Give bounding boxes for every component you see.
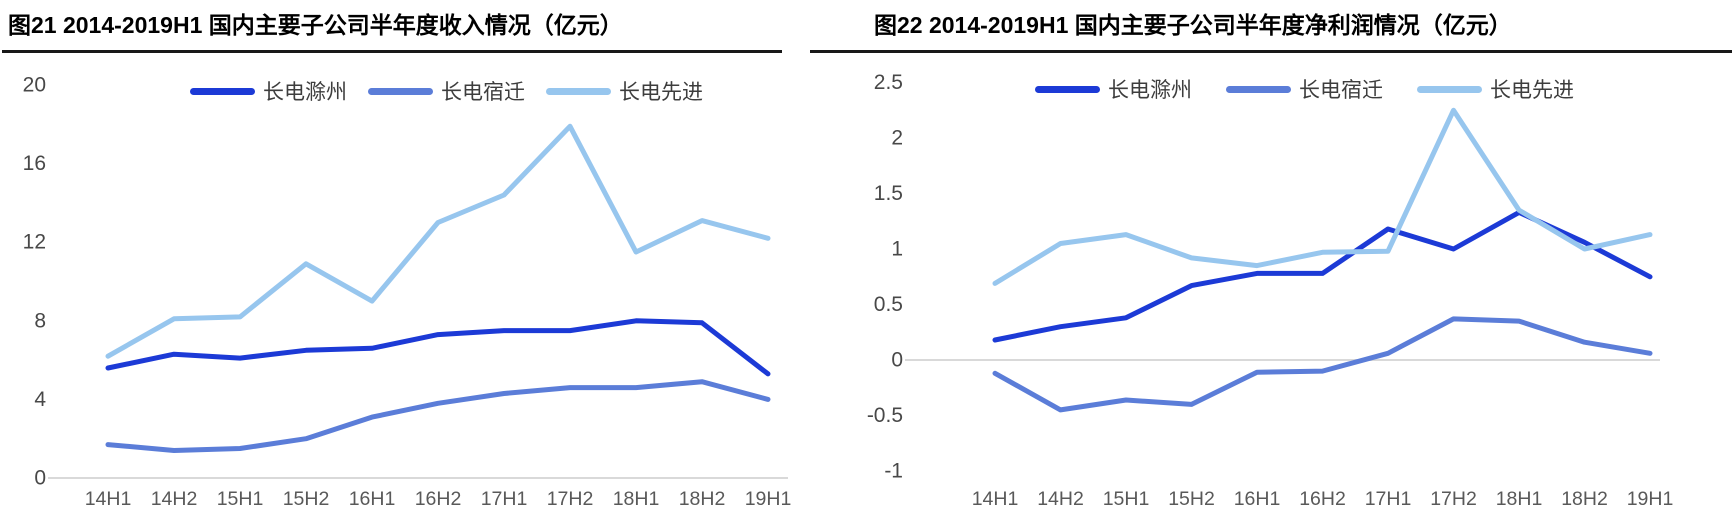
x-axis-tick-label: 18H1	[1496, 488, 1543, 510]
legend-label: 长电滁州	[1108, 79, 1192, 102]
y-axis-tick-label: 1	[891, 238, 903, 261]
y-axis-tick-label: 16	[23, 152, 46, 175]
legend-label: 长电先进	[1490, 79, 1574, 102]
legend-item: 长电宿迁	[368, 76, 525, 106]
legend-item: 长电滁州	[190, 76, 347, 106]
y-axis-tick-label: 0	[891, 349, 903, 372]
x-axis-tick-label: 17H1	[1365, 488, 1412, 510]
legend-label: 长电先进	[619, 81, 703, 104]
legend-label: 长电滁州	[263, 81, 347, 104]
x-axis-tick-label: 16H2	[415, 488, 462, 510]
x-axis-tick-label: 16H1	[1234, 488, 1281, 510]
x-axis-tick-label: 15H1	[217, 488, 264, 510]
x-axis-tick-label: 15H1	[1103, 488, 1150, 510]
legend-item: 长电滁州	[1035, 74, 1192, 104]
legend-line-swatch	[1417, 85, 1482, 93]
legend: 长电滁州 长电宿迁 长电先进	[1035, 74, 1574, 104]
x-axis-tick-label: 14H1	[85, 488, 132, 510]
legend-item: 长电先进	[1417, 74, 1574, 104]
x-axis-tick-label: 15H2	[1168, 488, 1215, 510]
y-axis-tick-label: 0	[34, 467, 46, 490]
y-axis-tick-label: 4	[34, 388, 46, 411]
revenue-line-chart: 0 4 8 12 16 20 14H1 14H2 15H1 15H2 16H1 16H2 17H1 17H…	[23, 74, 792, 511]
chart-title-net-profit: 图22 2014-2019H1 国内主要子公司半年度净利润情况（亿元）	[874, 12, 1512, 38]
chart-title-revenue: 图21 2014-2019H1 国内主要子公司半年度收入情况（亿元）	[8, 12, 623, 38]
legend: 长电滁州 长电宿迁 长电先进	[190, 76, 703, 106]
series-line-2	[105, 379, 771, 453]
legend-line-swatch	[368, 87, 433, 95]
x-axis-tick-label: 18H2	[679, 488, 726, 510]
series-line-3	[992, 107, 1653, 286]
x-axis-tick-label: 17H2	[1430, 488, 1477, 510]
x-axis-tick-label: 17H2	[547, 488, 594, 510]
y-axis-tick-label: 1.5	[874, 182, 903, 205]
y-axis-tick-label: -0.5	[867, 404, 903, 427]
x-axis-tick-label: 15H2	[283, 488, 330, 510]
y-axis-tick-label: 2	[891, 127, 903, 150]
x-axis-tick-label: 14H2	[1037, 488, 1084, 510]
y-axis-tick-label: 2.5	[874, 71, 903, 94]
legend-label: 长电宿迁	[1299, 79, 1383, 102]
title-rule	[2, 50, 782, 53]
legend-line-swatch	[1226, 85, 1291, 93]
y-axis-tick-label: 0.5	[874, 293, 903, 316]
x-axis-tick-label: 16H1	[349, 488, 396, 510]
x-axis-tick-label: 14H2	[151, 488, 198, 510]
legend-item: 长电宿迁	[1226, 74, 1383, 104]
legend-label: 长电宿迁	[441, 81, 525, 104]
x-axis-tick-label: 17H1	[481, 488, 528, 510]
title-rule	[810, 50, 1732, 53]
x-axis-tick-label: 18H1	[613, 488, 660, 510]
x-axis-tick-label: 19H1	[745, 488, 792, 510]
x-axis-tick-label: 19H1	[1627, 488, 1674, 510]
legend-line-swatch	[190, 87, 255, 95]
y-axis-tick-label: 20	[23, 74, 46, 97]
y-axis-tick-label: 12	[23, 231, 46, 254]
y-axis-tick-label: 8	[34, 309, 46, 332]
legend-line-swatch	[1035, 85, 1100, 93]
legend-line-swatch	[546, 87, 611, 95]
y-axis-tick-label: -1	[884, 460, 903, 483]
x-axis-tick-label: 18H2	[1561, 488, 1608, 510]
series-line-3	[105, 123, 771, 359]
x-axis-tick-label: 14H1	[972, 488, 1019, 510]
series-line-2	[992, 316, 1653, 413]
series-line-1	[105, 318, 771, 377]
legend-item: 长电先进	[546, 76, 703, 106]
net-profit-line-chart: -1 -0.5 0 0.5 1 1.5 2 2.5 14H1 14H2 15H1 15H2 16H1 16…	[867, 71, 1674, 510]
x-axis-tick-label: 16H2	[1299, 488, 1346, 510]
